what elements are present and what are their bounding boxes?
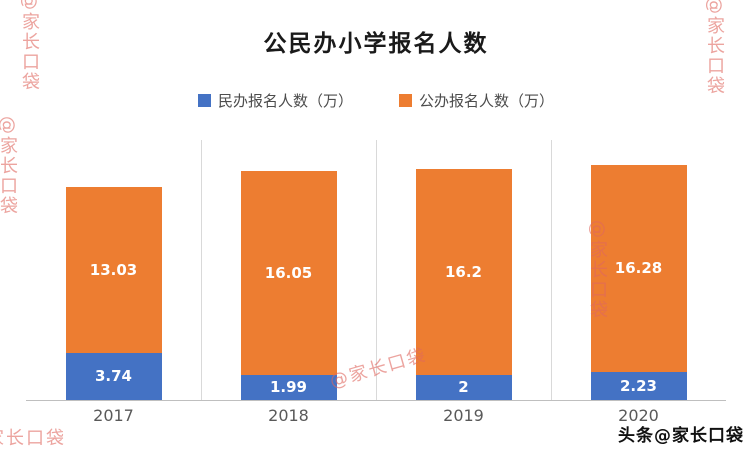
bar-value-label: 13.03	[89, 260, 138, 279]
bar-group-2019: 16.2 2	[376, 140, 551, 400]
bar-value-label: 1.99	[269, 378, 307, 397]
watermark: @家长口袋	[0, 116, 18, 216]
legend-item-private: 民办报名人数（万）	[197, 90, 353, 111]
bar-group-2017: 13.03 3.74	[26, 140, 201, 400]
bar-segment: 16.2	[415, 168, 512, 375]
plot-area: 13.03 3.74 16.05 1.99 16.2 2 16.28 2.23	[26, 140, 726, 401]
bar-value-label: 16.2	[444, 262, 482, 281]
bar-group-2018: 16.05 1.99	[201, 140, 376, 400]
legend: 民办报名人数（万） 公办报名人数（万）	[0, 90, 752, 111]
gridline	[376, 140, 377, 400]
bar-value-label: 2.23	[619, 376, 657, 395]
legend-swatch-orange	[399, 94, 412, 107]
bar-value-label: 16.05	[264, 263, 313, 282]
bar-value-label: 16.28	[614, 259, 663, 278]
gridline	[201, 140, 202, 400]
x-axis-label: 2017	[93, 406, 134, 425]
legend-swatch-blue	[197, 94, 211, 107]
x-axis-label: 2018	[268, 406, 309, 425]
chart-title: 公民办小学报名人数	[263, 31, 489, 57]
legend-label-private: 民办报名人数（万）	[217, 92, 353, 110]
bars-container: 13.03 3.74 16.05 1.99 16.2 2 16.28 2.23	[26, 140, 726, 400]
bar-segment: 13.03	[65, 187, 162, 353]
x-axis-labels: 2017 2018 2019 2020	[26, 406, 726, 425]
legend-item-public: 公办报名人数（万）	[399, 90, 554, 111]
bar-segment: 16.28	[590, 165, 687, 372]
bar-segment: 16.05	[240, 170, 337, 375]
gridline	[551, 140, 552, 400]
bar-segment: 2.23	[590, 371, 687, 400]
bar-value-label: 2	[458, 378, 469, 397]
watermark: @家长口袋	[0, 428, 66, 449]
legend-label-public: 公办报名人数（万）	[419, 92, 555, 110]
x-axis-label: 2020	[618, 406, 659, 425]
bar-segment: 1.99	[240, 374, 337, 400]
bar-group-2020: 16.28 2.23	[551, 140, 726, 400]
x-axis-label: 2019	[443, 406, 484, 425]
bar-segment: 3.74	[65, 352, 162, 400]
bar-segment: 2	[415, 374, 512, 400]
bar-value-label: 3.74	[94, 367, 132, 386]
watermark-bottom-right: 头条@家长口袋	[618, 426, 744, 446]
